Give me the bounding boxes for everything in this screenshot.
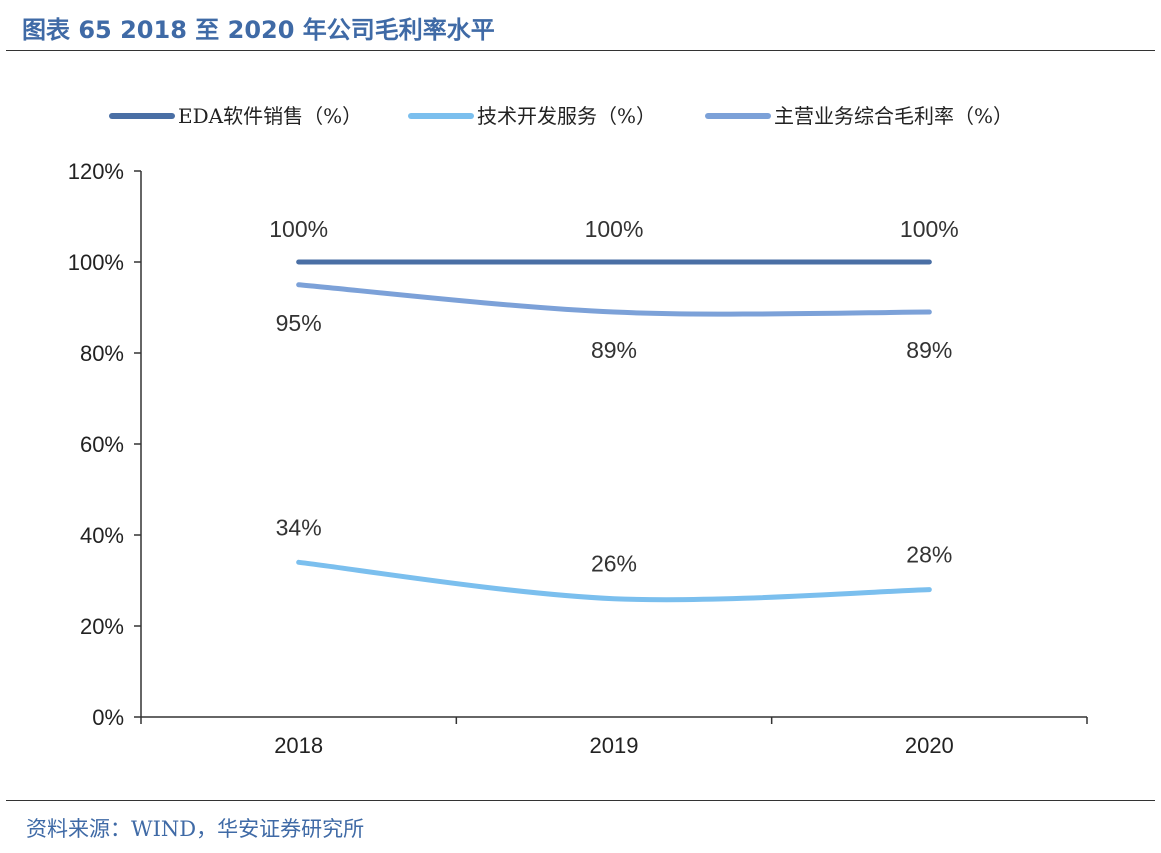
data-label: 95% xyxy=(276,310,322,336)
data-label: 89% xyxy=(591,337,637,363)
data-label: 34% xyxy=(276,514,322,540)
title-divider xyxy=(6,50,1155,51)
y-tick-label: 120% xyxy=(68,159,124,184)
series-line-1 xyxy=(296,559,932,603)
x-tick-label: 2018 xyxy=(274,733,323,758)
y-tick-label: 100% xyxy=(68,250,124,275)
chart-legend: EDA软件销售（%） 技术开发服务（%） 主营业务综合毛利率（%） xyxy=(109,104,1013,128)
x-tick-label: 2020 xyxy=(905,733,954,758)
y-tick-label: 40% xyxy=(80,523,124,548)
data-labels: 100% 100% 100% 34% 26% 28% 95% 89% 89% xyxy=(269,216,958,577)
x-axis: 2018 2019 2020 xyxy=(140,716,1088,758)
data-label: 26% xyxy=(591,551,637,577)
y-tick-label: 60% xyxy=(80,432,124,457)
data-label: 100% xyxy=(269,216,328,242)
y-tick-label: 20% xyxy=(80,614,124,639)
x-tick-label: 2019 xyxy=(590,733,639,758)
figure-title: 图表 65 2018 至 2020 年公司毛利率水平 xyxy=(22,16,495,44)
y-tick-label: 0% xyxy=(92,705,124,730)
data-label: 100% xyxy=(900,216,959,242)
data-label: 100% xyxy=(585,216,644,242)
y-tick-label: 80% xyxy=(80,341,124,366)
series-lines xyxy=(296,259,932,603)
legend-label: 主营业务综合毛利率（%） xyxy=(774,104,1013,128)
source-note: 资料来源：WIND，华安证券研究所 xyxy=(26,817,365,841)
source-divider xyxy=(6,800,1155,801)
legend-label: 技术开发服务（%） xyxy=(477,104,656,128)
data-label: 89% xyxy=(906,337,952,363)
y-axis: 0% 20% 40% 60% 80% 100% 120% xyxy=(68,159,142,730)
series-line-2 xyxy=(296,282,932,317)
legend-label: EDA软件销售（%） xyxy=(178,104,362,128)
data-label: 28% xyxy=(906,542,952,568)
